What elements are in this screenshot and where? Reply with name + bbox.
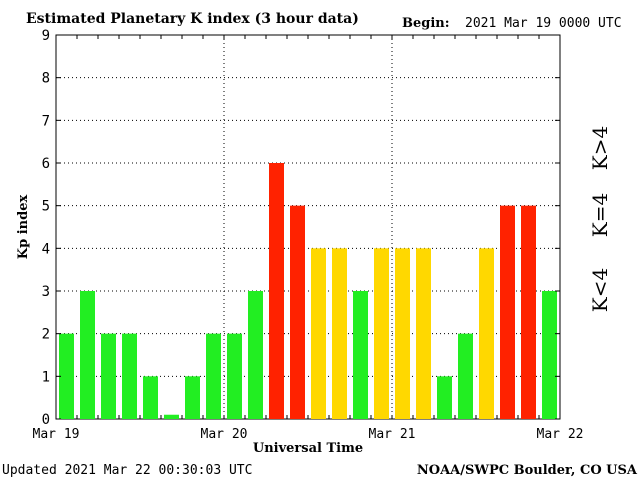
bars [59, 163, 557, 419]
updated-text: Updated 2021 Mar 22 00:30:03 UTC [2, 463, 252, 478]
legend-below: K<4 [588, 268, 612, 312]
y-axis-label: Kp index [16, 195, 31, 260]
bar [290, 205, 305, 419]
begin-value: 2021 Mar 19 0000 UTC [465, 16, 622, 31]
bar [227, 333, 242, 419]
bar [395, 248, 410, 419]
bar [521, 205, 536, 419]
y-tick-label: 5 [42, 199, 50, 215]
y-ticks: 0 1 2 3 4 5 6 7 8 9 [42, 28, 560, 428]
bar [374, 248, 389, 419]
x-axis-label: Universal Time [253, 441, 363, 456]
bar [101, 333, 116, 419]
bar [164, 414, 179, 419]
y-tick-label: 6 [42, 156, 50, 172]
bar [500, 205, 515, 419]
y-tick-label: 8 [42, 71, 50, 87]
y-tick-label: 3 [42, 284, 50, 300]
x-ticks: Mar 19 Mar 20 Mar 21 Mar 22 [33, 35, 584, 442]
chart-title: Estimated Planetary K index (3 hour data… [26, 11, 359, 27]
bar [59, 333, 74, 419]
bar [248, 291, 263, 419]
y-tick-label: 4 [42, 241, 50, 257]
bar [143, 376, 158, 419]
bar [311, 248, 326, 419]
bar [416, 248, 431, 419]
x-tick-label: Mar 20 [201, 427, 248, 442]
bar [185, 376, 200, 419]
bar [353, 291, 368, 419]
y-tick-label: 1 [42, 369, 50, 385]
bar [542, 291, 557, 419]
bar [479, 248, 494, 419]
y-tick-label: 7 [42, 113, 50, 129]
bar [458, 333, 473, 419]
bar [122, 333, 137, 419]
bar [269, 163, 284, 419]
begin-label: Begin: [402, 16, 450, 31]
y-tick-label: 2 [42, 327, 50, 343]
y-tick-label: 0 [42, 412, 50, 428]
bar [206, 333, 221, 419]
source-text: NOAA/SWPC Boulder, CO USA [417, 463, 638, 478]
y-tick-label: 9 [42, 28, 50, 44]
x-tick-label: Mar 22 [537, 427, 584, 442]
bar [80, 291, 95, 419]
legend-equal: K=4 [588, 193, 612, 237]
x-tick-label: Mar 21 [369, 427, 416, 442]
x-tick-label: Mar 19 [33, 427, 80, 442]
legend-above: K>4 [588, 126, 612, 170]
bar [332, 248, 347, 419]
bar [437, 376, 452, 419]
